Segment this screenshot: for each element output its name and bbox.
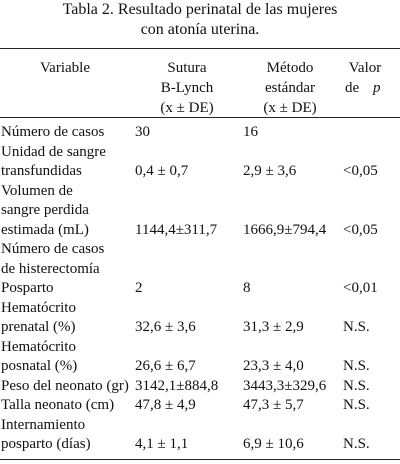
cell: 0,4 ± 0,7 [135,163,189,179]
cell: 1144,4±311,7 [135,221,218,238]
header-cell: Sutura [167,60,207,76]
bottom-rule [0,459,400,460]
row-label: posnatal (%) [1,358,78,374]
header-cell: B-Lynch [160,80,214,96]
row-label: Volumen de [1,182,73,199]
cell: 23,3 ± 4,0 [243,358,304,374]
row-label: Hematócrito [1,299,76,316]
cell: 47,3 ± 5,7 [243,397,304,413]
cell: N.S. [343,377,370,394]
top-rule [0,48,400,49]
table-title: con atonía uterina. [140,21,260,38]
header-cell: Método [266,60,314,76]
cell: N.S. [343,319,370,335]
cell: 30 [135,124,150,140]
cell: <0,01 [343,280,378,296]
header-cell: p [373,80,381,96]
cell: 2 [135,280,143,296]
row-label: estimada (mL) [1,221,89,238]
table-title: Tabla 2. Resultado perinatal de las muje… [62,1,338,18]
row-label: Peso del neonato (gr) [1,377,129,394]
row-label: prenatal (%) [1,319,76,335]
row-label: Unidad de sangre [1,143,106,160]
cell: 47,8 ± 4,9 [135,397,196,413]
row-label: Número de casos [1,124,105,140]
header-cell: (x ± DE) [263,100,317,116]
cell: 6,9 ± 10,6 [243,436,304,452]
cell: N.S. [343,358,370,374]
header-cell: Variable [40,60,90,76]
cell: <0,05 [343,163,378,179]
cell: 16 [243,124,258,140]
row-label: transfundidas [1,163,82,179]
row-label: posparto (días) [1,436,91,452]
cell: N.S. [343,436,370,452]
row-label: Internamiento [1,416,86,433]
cell: 1666,9±794,4 [243,221,327,238]
cell: 2,9 ± 3,6 [243,163,297,179]
cell: <0,05 [343,221,378,238]
row-label: de histerectomía [1,260,100,277]
cell: N.S. [343,397,370,413]
row-label: Posparto [1,280,54,296]
cell: 26,6 ± 6,7 [135,358,196,374]
row-label: sangre perdida [1,202,89,218]
header-rule [0,117,400,118]
cell: 4,1 ± 1,1 [135,436,189,452]
cell: 3443,3±329,6 [243,377,327,394]
row-label: Número de casos [1,241,105,257]
header-cell: (x ± DE) [160,100,214,116]
cell: 31,3 ± 2,9 [243,319,304,335]
row-label: Talla neonato (cm) [1,397,115,413]
header-cell: estándar [265,80,315,96]
row-label: Hematócrito [1,338,76,355]
header-cell: de [345,80,360,96]
cell: 32,6 ± 3,6 [135,319,196,335]
header-cell: Valor [348,60,382,76]
cell: 3142,1±884,8 [135,377,219,394]
cell: 8 [243,280,251,296]
